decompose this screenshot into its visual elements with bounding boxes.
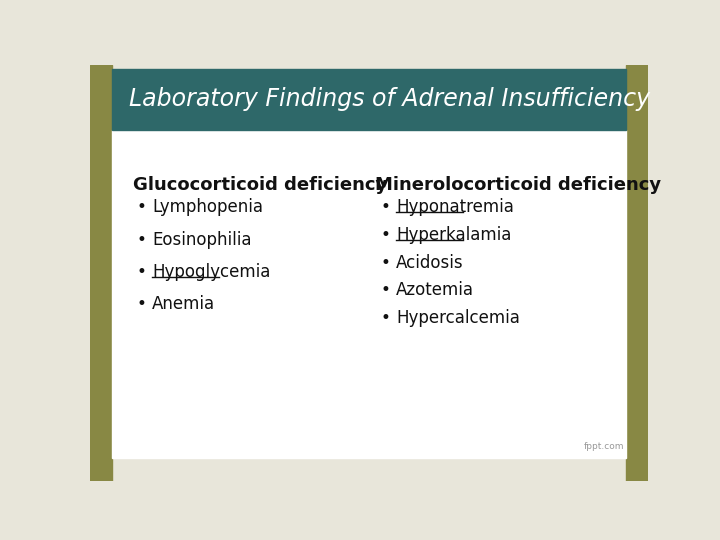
- Text: Anemia: Anemia: [152, 295, 215, 313]
- Bar: [112, 69, 626, 130]
- Text: •: •: [381, 281, 390, 299]
- Text: fppt.com: fppt.com: [584, 442, 625, 451]
- Text: •: •: [137, 263, 146, 281]
- Text: Acidosis: Acidosis: [396, 254, 464, 272]
- Text: Lymphopenia: Lymphopenia: [152, 198, 263, 216]
- Text: •: •: [137, 295, 146, 313]
- Bar: [90, 65, 112, 481]
- Text: •: •: [381, 198, 390, 216]
- Text: •: •: [381, 254, 390, 272]
- Text: Minerolocorticoid deficiency: Minerolocorticoid deficiency: [375, 177, 662, 194]
- Text: •: •: [137, 198, 146, 216]
- Text: •: •: [137, 231, 146, 248]
- Text: Azotemia: Azotemia: [396, 281, 474, 299]
- Text: •: •: [381, 226, 390, 244]
- Text: •: •: [381, 309, 390, 327]
- Bar: [626, 65, 648, 481]
- Bar: [112, 130, 626, 457]
- Text: Laboratory Findings of Adrenal Insufficiency: Laboratory Findings of Adrenal Insuffici…: [129, 87, 650, 111]
- Text: Eosinophilia: Eosinophilia: [152, 231, 251, 248]
- Text: Hyperkalamia: Hyperkalamia: [396, 226, 511, 244]
- Text: Glucocorticoid deficiency: Glucocorticoid deficiency: [132, 177, 387, 194]
- Text: Hyponatremia: Hyponatremia: [396, 198, 514, 216]
- Text: Hypercalcemia: Hypercalcemia: [396, 309, 520, 327]
- Text: Hypoglycemia: Hypoglycemia: [152, 263, 271, 281]
